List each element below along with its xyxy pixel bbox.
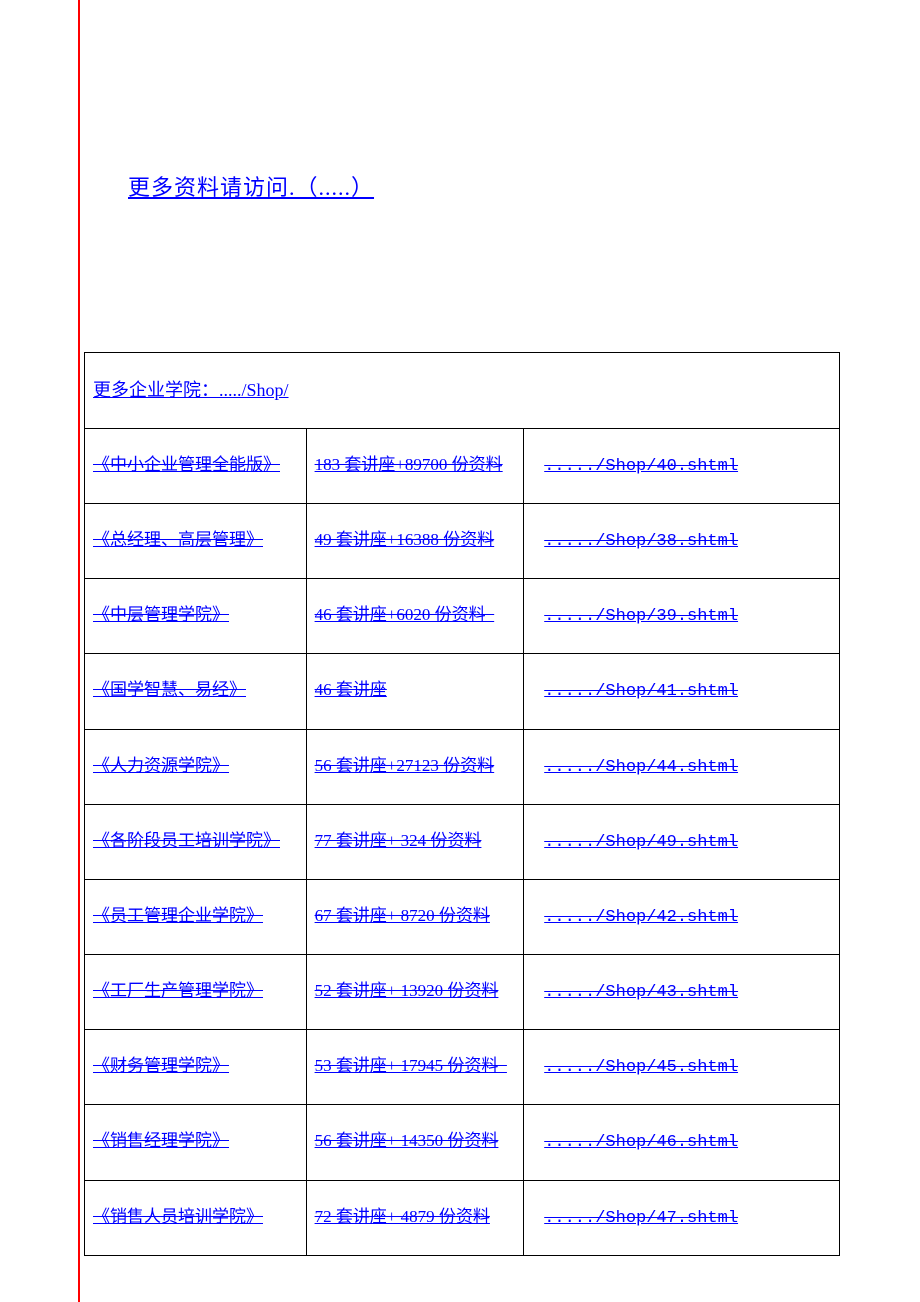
course-desc-link[interactable]: 52 套讲座+ 13920 份资料 (315, 981, 499, 1000)
course-desc-cell: 72 套讲座+ 4879 份资料 (306, 1180, 524, 1255)
course-title-link[interactable]: 《国学智慧、易经》 (93, 680, 246, 699)
table-wrap: 更多企业学院：...../Shop/ 《中小企业管理全能版》 183 套讲座+89… (84, 352, 840, 1256)
course-url-cell: ...../Shop/40.shtml (524, 428, 840, 503)
table-row: 《国学智慧、易经》 46 套讲座 ...../Shop/41.shtml (85, 654, 840, 729)
course-desc-cell: 56 套讲座+27123 份资料 (306, 729, 524, 804)
course-url-link[interactable]: ...../Shop/43.shtml (544, 983, 738, 1002)
course-desc-cell: 53 套讲座+ 17945 份资料 (306, 1030, 524, 1105)
course-url-link[interactable]: ...../Shop/46.shtml (544, 1133, 738, 1152)
course-title-cell: 《中层管理学院》 (85, 579, 307, 654)
course-title-link[interactable]: 《总经理、高层管理》 (93, 530, 263, 549)
course-url-cell: ...../Shop/49.shtml (524, 804, 840, 879)
course-url-cell: ...../Shop/43.shtml (524, 955, 840, 1030)
course-url-link[interactable]: ...../Shop/45.shtml (544, 1058, 738, 1077)
course-desc-link[interactable]: 183 套讲座+89700 份资料 (315, 455, 503, 474)
course-title-cell: 《人力资源学院》 (85, 729, 307, 804)
course-desc-link[interactable]: 77 套讲座+ 324 份资料 (315, 831, 482, 850)
table-row: 《人力资源学院》 56 套讲座+27123 份资料 ...../Shop/44.sh… (85, 729, 840, 804)
course-desc-link[interactable]: 72 套讲座+ 4879 份资料 (315, 1207, 490, 1226)
course-desc-link[interactable]: 46 套讲座+6020 份资料 (315, 605, 495, 624)
course-title-cell: 《销售人员培训学院》 (85, 1180, 307, 1255)
course-url-link[interactable]: ...../Shop/42.shtml (544, 908, 738, 927)
course-url-cell: ...../Shop/45.shtml (524, 1030, 840, 1105)
course-url-cell: ...../Shop/41.shtml (524, 654, 840, 729)
course-desc-cell: 67 套讲座+ 8720 份资料 (306, 879, 524, 954)
course-url-cell: ...../Shop/42.shtml (524, 879, 840, 954)
table-row: 《工厂生产管理学院》 52 套讲座+ 13920 份资料 ...../Shop/43… (85, 955, 840, 1030)
page-container: 更多资料请访问.（.....） 更多企业学院：...../Shop/ 《中小企业… (78, 0, 920, 1302)
course-title-cell: 《员工管理企业学院》 (85, 879, 307, 954)
table-header-row: 更多企业学院：...../Shop/ (85, 353, 840, 429)
course-desc-cell: 52 套讲座+ 13920 份资料 (306, 955, 524, 1030)
course-desc-link[interactable]: 53 套讲座+ 17945 份资料 (315, 1056, 507, 1075)
course-url-link[interactable]: ...../Shop/39.shtml (544, 607, 738, 626)
course-title-link[interactable]: 《销售人员培训学院》 (93, 1207, 263, 1226)
table-row: 《销售人员培训学院》 72 套讲座+ 4879 份资料 ...../Shop/47.… (85, 1180, 840, 1255)
course-desc-link[interactable]: 46 套讲座 (315, 680, 387, 699)
course-title-cell: 《各阶段员工培训学院》 (85, 804, 307, 879)
course-url-link[interactable]: ...../Shop/49.shtml (544, 833, 738, 852)
course-table: 更多企业学院：...../Shop/ 《中小企业管理全能版》 183 套讲座+89… (84, 352, 840, 1256)
course-desc-cell: 183 套讲座+89700 份资料 (306, 428, 524, 503)
course-title-link[interactable]: 《人力资源学院》 (93, 756, 229, 775)
course-url-link[interactable]: ...../Shop/44.shtml (544, 758, 738, 777)
course-url-cell: ...../Shop/38.shtml (524, 503, 840, 578)
course-title-link[interactable]: 《中层管理学院》 (93, 605, 229, 624)
course-url-link[interactable]: ...../Shop/41.shtml (544, 682, 738, 701)
course-desc-cell: 49 套讲座+16388 份资料 (306, 503, 524, 578)
top-link-wrap: 更多资料请访问.（.....） (128, 170, 920, 202)
course-url-cell: ...../Shop/46.shtml (524, 1105, 840, 1180)
course-title-cell: 《中小企业管理全能版》 (85, 428, 307, 503)
course-url-link[interactable]: ...../Shop/40.shtml (544, 457, 738, 476)
course-desc-cell: 46 套讲座 (306, 654, 524, 729)
header-link[interactable]: 更多企业学院：...../Shop/ (93, 380, 289, 400)
course-title-cell: 《工厂生产管理学院》 (85, 955, 307, 1030)
course-url-cell: ...../Shop/47.shtml (524, 1180, 840, 1255)
course-title-link[interactable]: 《工厂生产管理学院》 (93, 981, 263, 1000)
course-title-link[interactable]: 《财务管理学院》 (93, 1056, 229, 1075)
table-row: 《中层管理学院》 46 套讲座+6020 份资料 ...../Shop/39.sh… (85, 579, 840, 654)
table-row: 《总经理、高层管理》 49 套讲座+16388 份资料 ...../Shop/38.… (85, 503, 840, 578)
course-title-link[interactable]: 《中小企业管理全能版》 (93, 455, 280, 474)
course-title-link[interactable]: 《员工管理企业学院》 (93, 906, 263, 925)
course-title-cell: 《总经理、高层管理》 (85, 503, 307, 578)
course-desc-link[interactable]: 56 套讲座+27123 份资料 (315, 756, 495, 775)
course-title-cell: 《国学智慧、易经》 (85, 654, 307, 729)
course-desc-link[interactable]: 49 套讲座+16388 份资料 (315, 530, 495, 549)
course-title-cell: 《财务管理学院》 (85, 1030, 307, 1105)
course-url-cell: ...../Shop/44.shtml (524, 729, 840, 804)
table-row: 《中小企业管理全能版》 183 套讲座+89700 份资料 ...../Shop/4… (85, 428, 840, 503)
table-header-cell: 更多企业学院：...../Shop/ (85, 353, 840, 429)
table-row: 《销售经理学院》 56 套讲座+ 14350 份资料 ...../Shop/46.s… (85, 1105, 840, 1180)
course-url-cell: ...../Shop/39.shtml (524, 579, 840, 654)
course-desc-cell: 46 套讲座+6020 份资料 (306, 579, 524, 654)
course-url-link[interactable]: ...../Shop/38.shtml (544, 532, 738, 551)
table-row: 《各阶段员工培训学院》 77 套讲座+ 324 份资料 ...../Shop/49.… (85, 804, 840, 879)
course-title-link[interactable]: 《各阶段员工培训学院》 (93, 831, 280, 850)
course-desc-cell: 77 套讲座+ 324 份资料 (306, 804, 524, 879)
course-title-cell: 《销售经理学院》 (85, 1105, 307, 1180)
table-row: 《员工管理企业学院》 67 套讲座+ 8720 份资料 ...../Shop/42.… (85, 879, 840, 954)
course-desc-link[interactable]: 67 套讲座+ 8720 份资料 (315, 906, 490, 925)
course-url-link[interactable]: ...../Shop/47.shtml (544, 1209, 738, 1228)
more-resources-link[interactable]: 更多资料请访问.（.....） (128, 175, 374, 200)
table-row: 《财务管理学院》 53 套讲座+ 17945 份资料 ...../Shop/45.… (85, 1030, 840, 1105)
course-title-link[interactable]: 《销售经理学院》 (93, 1131, 229, 1150)
course-desc-cell: 56 套讲座+ 14350 份资料 (306, 1105, 524, 1180)
course-desc-link[interactable]: 56 套讲座+ 14350 份资料 (315, 1131, 499, 1150)
